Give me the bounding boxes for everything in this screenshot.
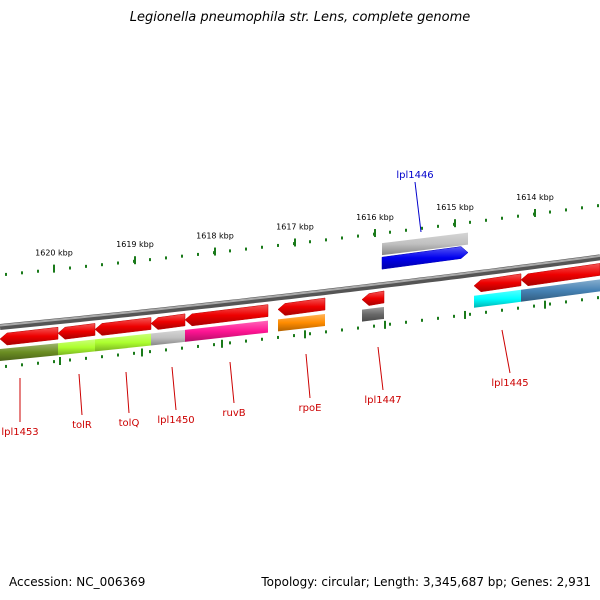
gene-arrow — [520, 263, 600, 287]
accession-text: Accession: NC_006369 — [9, 575, 146, 589]
gene-lpl1450: lpl1450 — [150, 313, 195, 426]
gene-label: lpl1453 — [1, 427, 38, 438]
gene-unlabeled — [520, 263, 600, 302]
inner-scale-majors — [59, 300, 546, 366]
gene-label-leader — [229, 361, 235, 404]
feature-bar — [58, 339, 95, 356]
feature-bar — [95, 333, 151, 352]
gene-label-leader — [501, 329, 511, 374]
gene-lpl1445: lpl1445 — [473, 273, 529, 389]
feature-bar — [278, 313, 325, 332]
gene-label: ruvB — [222, 408, 245, 419]
gene-arrow — [184, 304, 269, 327]
gene-label-leader — [171, 366, 177, 411]
scale-label: 1620 kbp — [35, 249, 73, 258]
gene-lpl1446: lpl1446 — [381, 170, 469, 270]
gene-arrow — [277, 297, 326, 316]
gene-lpl1447: lpl1447 — [361, 290, 402, 406]
gene-label: tolR — [72, 420, 92, 431]
gene-label-leader — [78, 373, 83, 416]
gene-label-leader — [414, 181, 422, 233]
scale-label: 1617 kbp — [276, 222, 314, 231]
feature-bar — [151, 329, 185, 346]
feature-bar — [0, 343, 58, 361]
scale-label: 1616 kbp — [356, 213, 394, 222]
gene-label: rpoE — [299, 403, 322, 414]
gene-rpoE: rpoE — [277, 297, 326, 414]
scale-label: 1619 kbp — [116, 240, 154, 249]
feature-bar — [382, 232, 468, 256]
gene-arrow — [57, 323, 96, 340]
genome-summary-text: Topology: circular; Length: 3,345,687 bp… — [261, 575, 591, 589]
scale-label: 1618 kbp — [196, 232, 234, 241]
genome-backbone — [0, 254, 600, 330]
gene-arrow — [150, 313, 186, 330]
outer-scale-majors: 1620 kbp 1619 kbp 1618 kbp 1617 kbp 1616 kbp… — [35, 193, 554, 273]
gene-tolR: tolR — [57, 323, 96, 431]
gene-arrow — [94, 317, 152, 336]
gene-arrow — [381, 246, 469, 270]
gene-label: tolQ — [119, 418, 140, 429]
feature-bar — [474, 289, 521, 308]
feature-bar — [185, 320, 268, 342]
gene-label: lpl1446 — [396, 170, 433, 181]
outer-scale-ticks — [5, 204, 599, 276]
gene-label: lpl1445 — [491, 378, 528, 389]
scale-label: 1615 kbp — [436, 203, 474, 212]
gene-label: lpl1450 — [157, 415, 194, 426]
gene-label: lpl1447 — [364, 395, 401, 406]
map-title: Legionella pneumophila str. Lens, comple… — [129, 10, 471, 25]
gene-label-leader — [125, 371, 130, 414]
inner-scale-ticks — [5, 296, 599, 368]
gene-lpl1453: lpl1453 — [0, 326, 59, 438]
genome-backbone-highlight — [0, 254, 600, 327]
gene-label-leader — [377, 346, 384, 391]
feature-bar — [521, 279, 600, 302]
gene-label-leader — [305, 353, 311, 399]
gene-arrow — [0, 326, 59, 346]
gene-ruvB: ruvB — [184, 304, 269, 419]
feature-bar — [362, 306, 384, 322]
scale-label: 1614 kbp — [516, 193, 554, 202]
gene-tolQ: tolQ — [94, 317, 152, 429]
gene-arrow — [361, 290, 385, 306]
gene-arrow — [473, 273, 522, 293]
